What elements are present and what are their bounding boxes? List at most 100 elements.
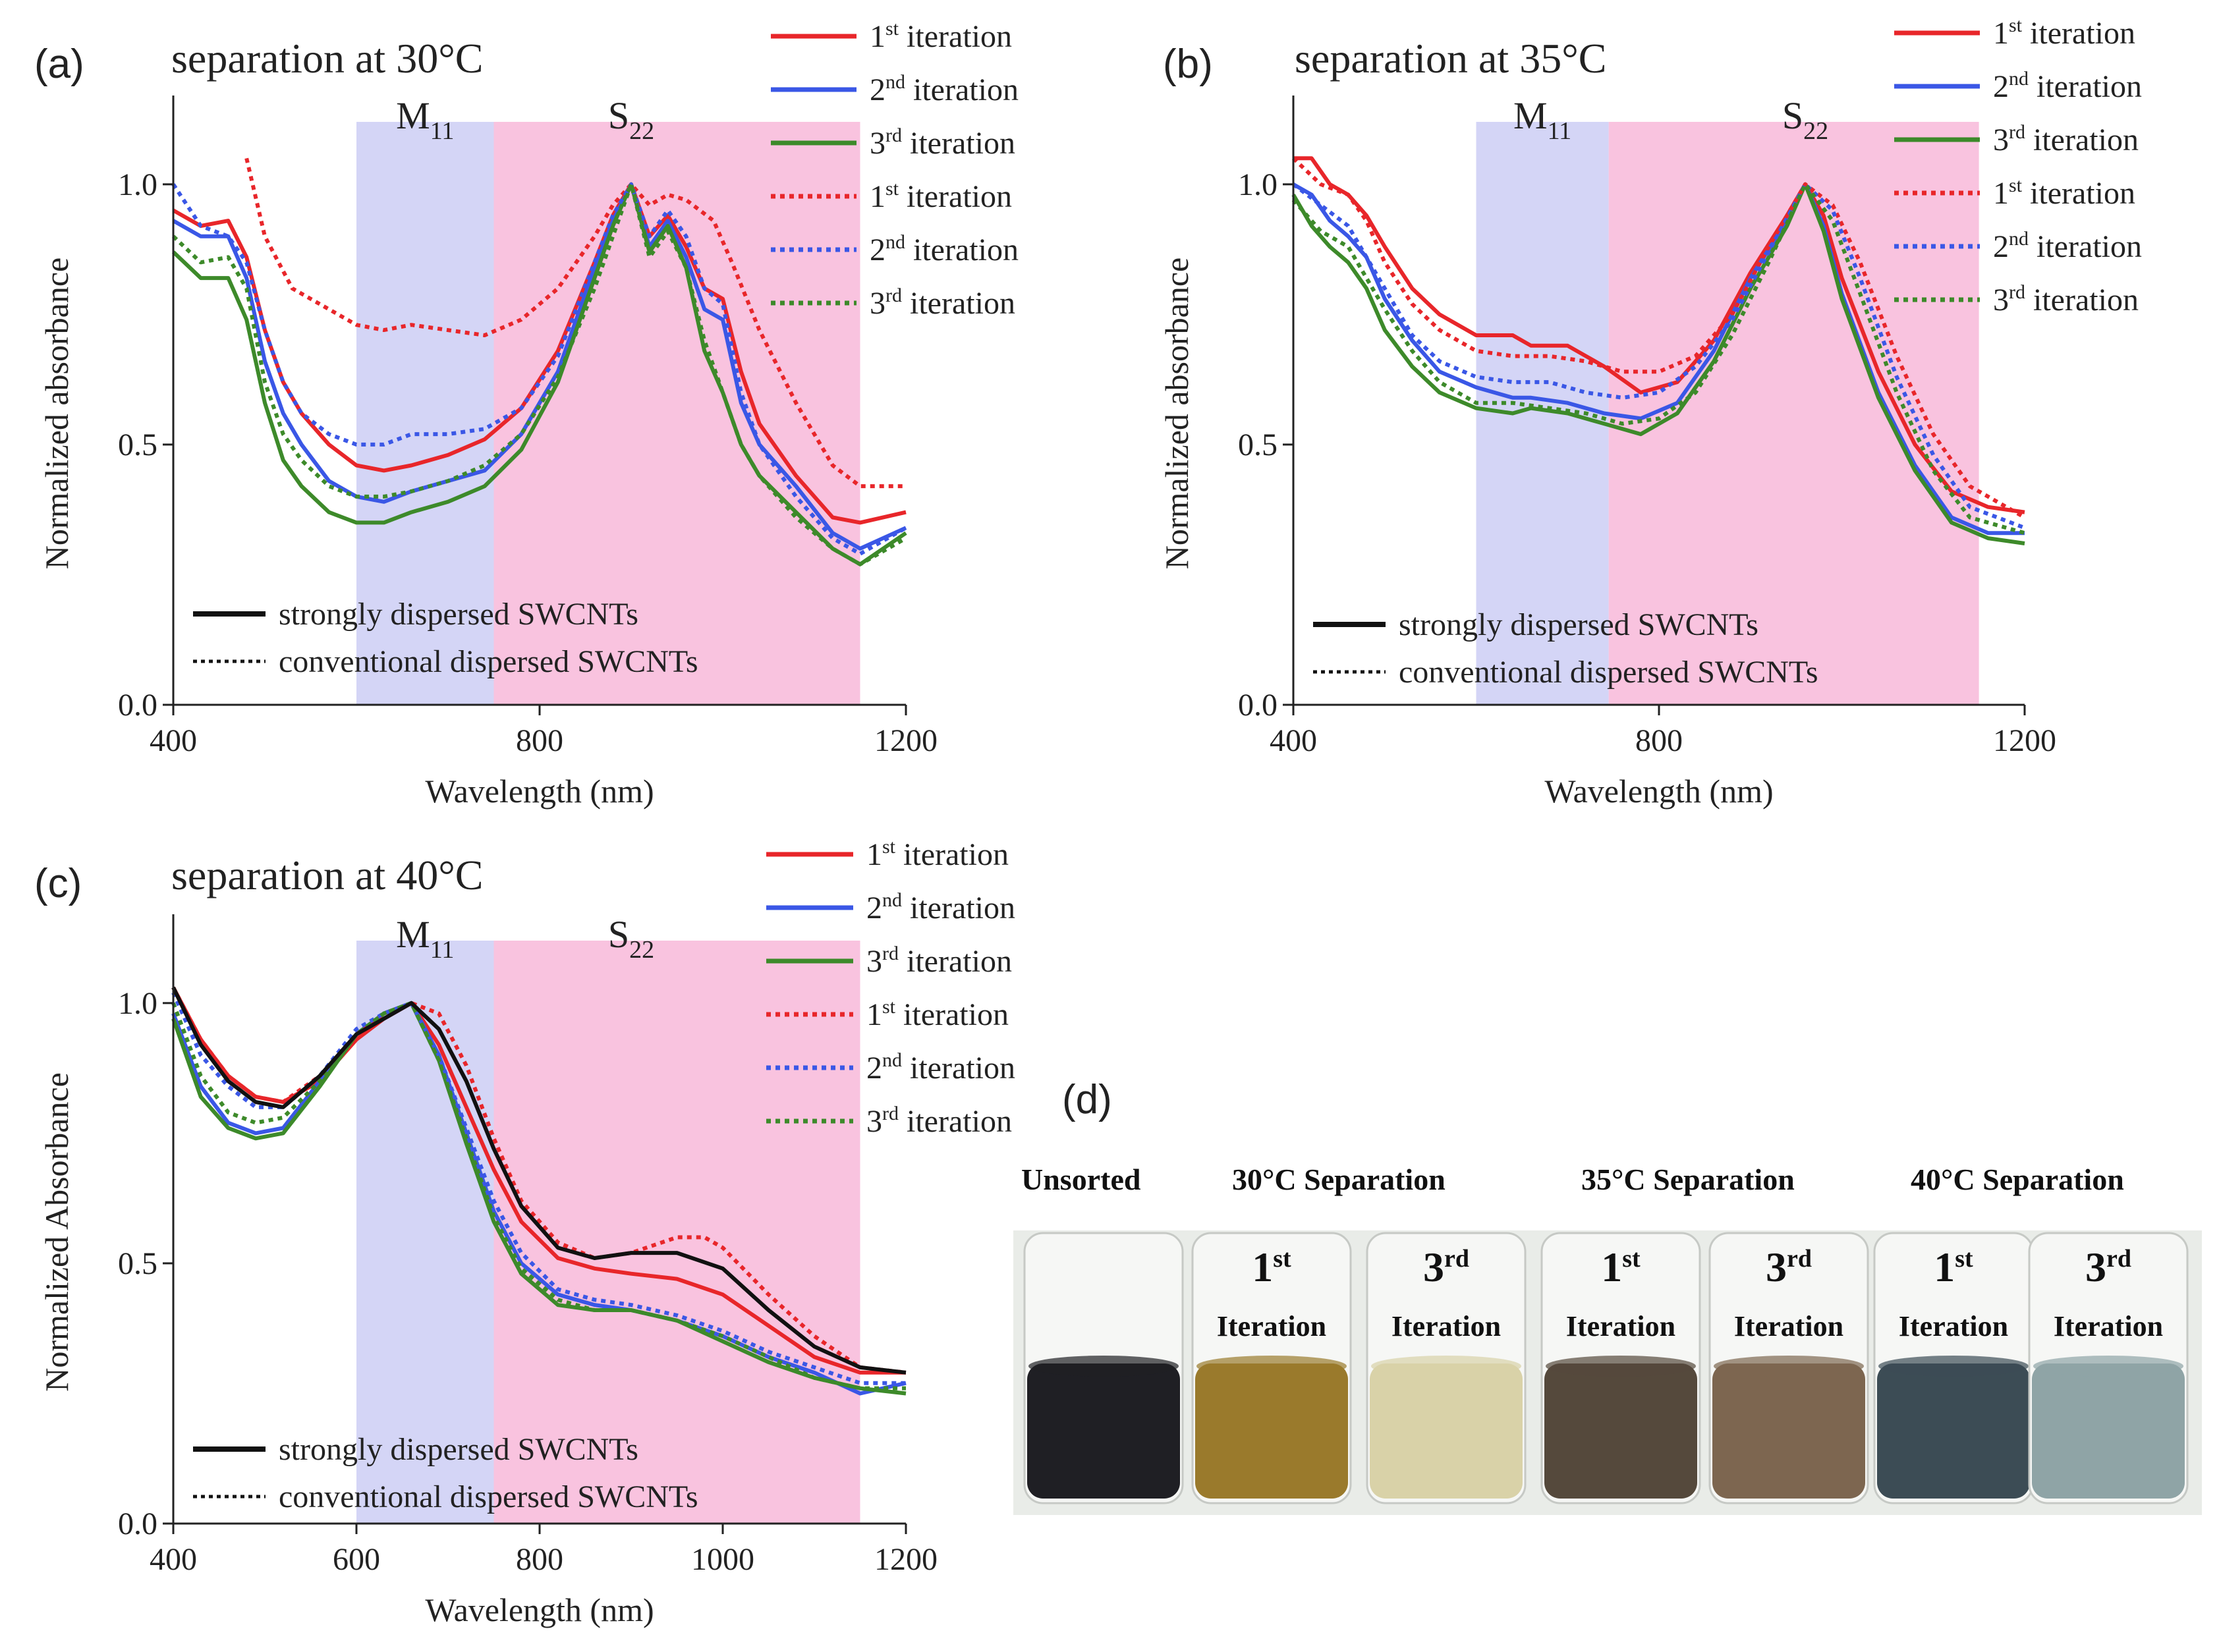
legend-label: 1st iteration bbox=[1993, 175, 2135, 211]
legend-label: 2nd iteration bbox=[866, 1049, 1015, 1086]
y-tick-label: 1.0 bbox=[118, 167, 157, 202]
panel-d-photo: (d) Unsorted 30°C Separation 35°C Separa… bbox=[1013, 1077, 2202, 1515]
vial-iteration-word: Iteration bbox=[2054, 1310, 2163, 1342]
panel-b: M11 S22 400 800 1200 0.0 0.5 1.0 Wavelength (nm)… bbox=[1158, 14, 2142, 810]
legend-label: 2nd iteration bbox=[1993, 228, 2142, 264]
legend-label: 3rd iteration bbox=[866, 943, 1012, 979]
legend-label: 3rd iteration bbox=[866, 1103, 1012, 1139]
series-line-0 bbox=[172, 182, 907, 525]
y-tick-label: 1.0 bbox=[1238, 167, 1278, 202]
series-line-3 bbox=[244, 157, 906, 489]
legend-label: 3rd iteration bbox=[1993, 281, 2139, 317]
vial-iteration-number: 3rd bbox=[2085, 1244, 2131, 1290]
legend-label: 3rd iteration bbox=[870, 285, 1015, 321]
x-tick-label: 600 bbox=[333, 1542, 380, 1577]
legend-label: 2nd iteration bbox=[866, 889, 1015, 925]
vial-iteration-number: 3rd bbox=[1423, 1244, 1469, 1290]
vial-iteration-word: Iteration bbox=[1217, 1310, 1326, 1342]
vial-liquid bbox=[1370, 1363, 1523, 1499]
series-line-5 bbox=[1291, 182, 2025, 536]
header-40c: 40°C Separation bbox=[1911, 1163, 2124, 1196]
y-tick-label: 0.5 bbox=[1238, 427, 1278, 462]
legend-label: 1st iteration bbox=[866, 836, 1009, 872]
band-label-m11: M11 bbox=[1513, 94, 1571, 145]
style-legend-label: strongly dispersed SWCNTs bbox=[1399, 607, 1758, 642]
x-axis-label: Wavelength (nm) bbox=[425, 1591, 654, 1628]
style-legend-label: conventional dispersed SWCNTs bbox=[279, 644, 698, 679]
style-legend-label: conventional dispersed SWCNTs bbox=[279, 1479, 698, 1514]
panel-d-letter: (d) bbox=[1062, 1077, 1112, 1122]
band-s22 bbox=[1608, 122, 1979, 705]
x-tick-label: 400 bbox=[150, 1542, 197, 1577]
style-legend-label: strongly dispersed SWCNTs bbox=[279, 597, 638, 632]
vial-liquid bbox=[1877, 1363, 2030, 1499]
panel-letter: (b) bbox=[1163, 41, 1213, 87]
series-line-0 bbox=[171, 986, 906, 1375]
legend-label: 3rd iteration bbox=[1993, 121, 2139, 157]
vial-iteration-number: 1st bbox=[1252, 1244, 1291, 1290]
vial-iteration-word: Iteration bbox=[1734, 1310, 1843, 1342]
series-line-0 bbox=[1293, 156, 2025, 514]
vial-meniscus bbox=[1546, 1356, 1696, 1377]
band-s22 bbox=[493, 122, 860, 705]
y-axis-label: Normalized Absorbance bbox=[38, 1072, 75, 1392]
y-tick-label: 0.5 bbox=[118, 427, 157, 462]
header-30c: 30°C Separation bbox=[1232, 1163, 1446, 1196]
vial-row: 1st Iteration 3rd Iteration 1st Iteration 3rd I… bbox=[1023, 1232, 2189, 1504]
y-axis-label: Normalized absorbance bbox=[1158, 258, 1195, 569]
series-line-6 bbox=[171, 986, 907, 1375]
legend-label: 2nd iteration bbox=[1993, 68, 2142, 104]
vial-liquid bbox=[1195, 1363, 1348, 1499]
panel-title: separation at 30°C bbox=[171, 35, 483, 82]
vial-liquid bbox=[1712, 1363, 1865, 1499]
vial-iteration-number: 1st bbox=[1601, 1244, 1641, 1290]
vial-meniscus bbox=[1196, 1356, 1347, 1377]
style-legend-label: conventional dispersed SWCNTs bbox=[1399, 655, 1818, 690]
vial-iteration-word: Iteration bbox=[1566, 1310, 1675, 1342]
panel-letter: (c) bbox=[34, 861, 82, 906]
vial-meniscus bbox=[1371, 1356, 1521, 1377]
panel-a: M11 S22 400 800 1200 0.0 0.5 1.0 Wavelength (nm)… bbox=[34, 18, 1019, 810]
vial-meniscus bbox=[1878, 1356, 2029, 1377]
x-tick-label: 800 bbox=[516, 1542, 563, 1577]
vial-liquid bbox=[1544, 1363, 1697, 1499]
legend-label: 1st iteration bbox=[870, 18, 1012, 54]
vial-iteration-word: Iteration bbox=[1391, 1310, 1501, 1342]
series-line-1 bbox=[172, 182, 907, 551]
legend-label: 2nd iteration bbox=[870, 231, 1019, 267]
vial-meniscus bbox=[1714, 1356, 1864, 1377]
x-tick-label: 800 bbox=[516, 723, 563, 758]
x-axis-label: Wavelength (nm) bbox=[1544, 773, 1773, 810]
vial-meniscus bbox=[2033, 1356, 2183, 1377]
y-tick-label: 0.0 bbox=[118, 1506, 157, 1541]
y-tick-label: 0.5 bbox=[118, 1246, 157, 1281]
vial-iteration-number: 3rd bbox=[1766, 1244, 1812, 1290]
legend-label: 2nd iteration bbox=[870, 71, 1019, 107]
x-tick-label: 1000 bbox=[691, 1542, 754, 1577]
band-label-m11: M11 bbox=[396, 913, 454, 964]
panel-letter: (a) bbox=[34, 41, 84, 87]
vial-liquid bbox=[2032, 1363, 2185, 1499]
x-tick-label: 1200 bbox=[874, 1542, 938, 1577]
series-line-3 bbox=[171, 986, 907, 1375]
series-line-4 bbox=[171, 182, 907, 556]
vial-iteration-number: 1st bbox=[1934, 1244, 1973, 1290]
band-label-m11: M11 bbox=[396, 94, 454, 145]
x-tick-label: 1200 bbox=[1993, 723, 2056, 758]
series-line-2 bbox=[171, 182, 907, 566]
panel-title: separation at 40°C bbox=[171, 852, 483, 898]
band-m11 bbox=[356, 122, 494, 705]
series-line-5 bbox=[171, 1001, 906, 1390]
panel-title: separation at 35°C bbox=[1295, 35, 1606, 82]
series-line-4 bbox=[171, 991, 906, 1385]
legend-label: 1st iteration bbox=[870, 178, 1012, 214]
band-m11 bbox=[356, 941, 494, 1524]
series-line-5 bbox=[171, 182, 907, 566]
y-tick-label: 0.0 bbox=[1238, 688, 1278, 723]
legend-label: 1st iteration bbox=[866, 996, 1009, 1032]
x-tick-label: 800 bbox=[1635, 723, 1683, 758]
panel-c: M11 S22 400 600 800 1000 1200 0.0 0.5 1.0 Waveleng… bbox=[34, 836, 1015, 1628]
series-line-3 bbox=[1291, 157, 2026, 520]
header-35c: 35°C Separation bbox=[1581, 1163, 1795, 1196]
x-axis-label: Wavelength (nm) bbox=[425, 773, 654, 810]
